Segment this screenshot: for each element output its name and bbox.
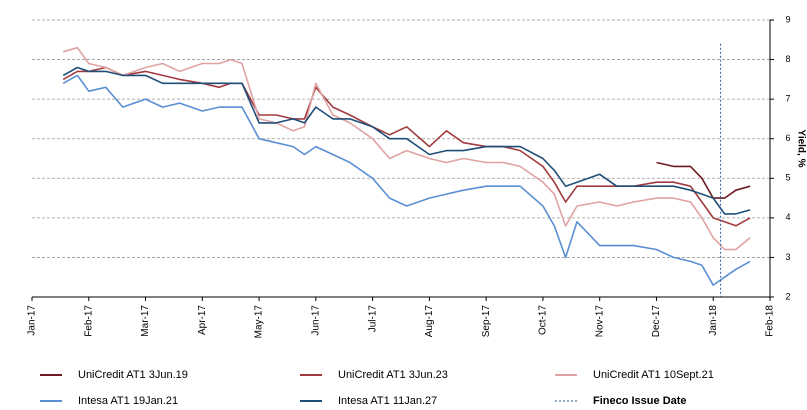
y-axis-title: Yield, % (795, 130, 806, 168)
x-tick-label: Nov-17 (594, 305, 605, 338)
x-tick-label: Aug-17 (424, 305, 435, 338)
x-tick-label: May-17 (254, 305, 265, 339)
series-line (656, 161, 751, 199)
x-tick-label: Mar-17 (140, 305, 151, 337)
y-tick-label: 9 (785, 14, 790, 24)
legend-label: Intesa AT1 19Jan.21 (78, 395, 178, 407)
x-tick-label: Feb-17 (83, 305, 94, 337)
series-line (62, 66, 751, 215)
legend-label: Intesa AT1 11Jan.27 (338, 395, 437, 407)
y-tick-label: 8 (785, 54, 790, 64)
x-tick-label: Sep-17 (481, 305, 492, 338)
x-tick-label: Jan-17 (27, 305, 38, 336)
x-tick-label: Apr-17 (197, 305, 208, 335)
legend-label: Fineco Issue Date (593, 395, 687, 407)
y-tick-label: 4 (785, 212, 790, 222)
x-tick-label: Dec-17 (651, 305, 662, 338)
x-tick-label: Feb-18 (765, 305, 776, 337)
y-tick-label: 2 (785, 291, 790, 301)
series-line (62, 46, 751, 251)
series-line (62, 66, 751, 227)
x-tick-label: Oct-17 (538, 305, 549, 335)
y-tick-label: 7 (785, 94, 790, 104)
y-tick-label: 6 (785, 133, 790, 143)
series-line (62, 74, 751, 286)
y-tick-label: 5 (785, 173, 790, 183)
x-tick-label: Jan-18 (708, 305, 719, 336)
legend-label: UniCredit AT1 10Sept.21 (593, 369, 714, 381)
x-tick-label: Jul-17 (367, 305, 378, 333)
legend-label: UniCredit AT1 3Jun.23 (338, 369, 448, 381)
y-tick-label: 3 (785, 252, 790, 262)
x-tick-label: Jun-17 (310, 305, 321, 336)
legend-label: UniCredit AT1 3Jun.19 (78, 369, 188, 381)
